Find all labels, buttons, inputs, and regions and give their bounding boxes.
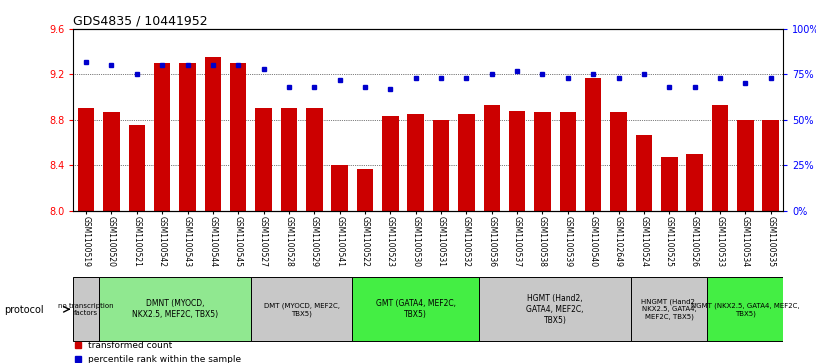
Text: protocol: protocol [4, 305, 44, 315]
Bar [686, 154, 703, 211]
Bar [509, 111, 526, 211]
Text: DMNT (MYOCD,
NKX2.5, MEF2C, TBX5): DMNT (MYOCD, NKX2.5, MEF2C, TBX5) [132, 299, 218, 319]
Bar [479, 277, 632, 341]
Text: GMT (GATA4, MEF2C,
TBX5): GMT (GATA4, MEF2C, TBX5) [375, 299, 455, 319]
Bar [534, 112, 551, 211]
Bar [585, 78, 601, 211]
Bar [484, 105, 500, 211]
Bar [331, 165, 348, 211]
Bar [104, 112, 120, 211]
Bar [636, 135, 652, 211]
Bar [632, 277, 707, 341]
Bar [560, 112, 576, 211]
Bar [707, 277, 783, 341]
Bar [762, 120, 779, 211]
Bar [73, 277, 99, 341]
Text: GDS4835 / 10441952: GDS4835 / 10441952 [73, 15, 208, 28]
Bar [281, 109, 297, 211]
Text: no transcription
factors: no transcription factors [58, 302, 114, 316]
Bar [432, 120, 450, 211]
Bar [205, 57, 221, 211]
Text: transformed count: transformed count [88, 341, 172, 350]
Text: NGMT (NKX2.5, GATA4, MEF2C,
TBX5): NGMT (NKX2.5, GATA4, MEF2C, TBX5) [691, 302, 800, 317]
Bar [255, 109, 272, 211]
Bar [712, 105, 728, 211]
Bar [154, 63, 171, 211]
Bar [357, 168, 373, 211]
Bar [661, 157, 677, 211]
Bar [407, 114, 424, 211]
Text: DMT (MYOCD, MEF2C,
TBX5): DMT (MYOCD, MEF2C, TBX5) [264, 302, 339, 317]
Bar [180, 63, 196, 211]
Bar [129, 126, 145, 211]
Text: HGMT (Hand2,
GATA4, MEF2C,
TBX5): HGMT (Hand2, GATA4, MEF2C, TBX5) [526, 294, 584, 325]
Bar [737, 120, 753, 211]
Text: percentile rank within the sample: percentile rank within the sample [88, 355, 241, 363]
Bar [99, 277, 251, 341]
Text: HNGMT (Hand2,
NKX2.5, GATA4,
MEF2C, TBX5): HNGMT (Hand2, NKX2.5, GATA4, MEF2C, TBX5… [641, 298, 698, 320]
Bar [610, 112, 627, 211]
Bar [459, 114, 475, 211]
Bar [230, 63, 246, 211]
Bar [353, 277, 479, 341]
Bar [78, 109, 95, 211]
Bar [251, 277, 353, 341]
Bar [382, 117, 398, 211]
Bar [306, 109, 322, 211]
